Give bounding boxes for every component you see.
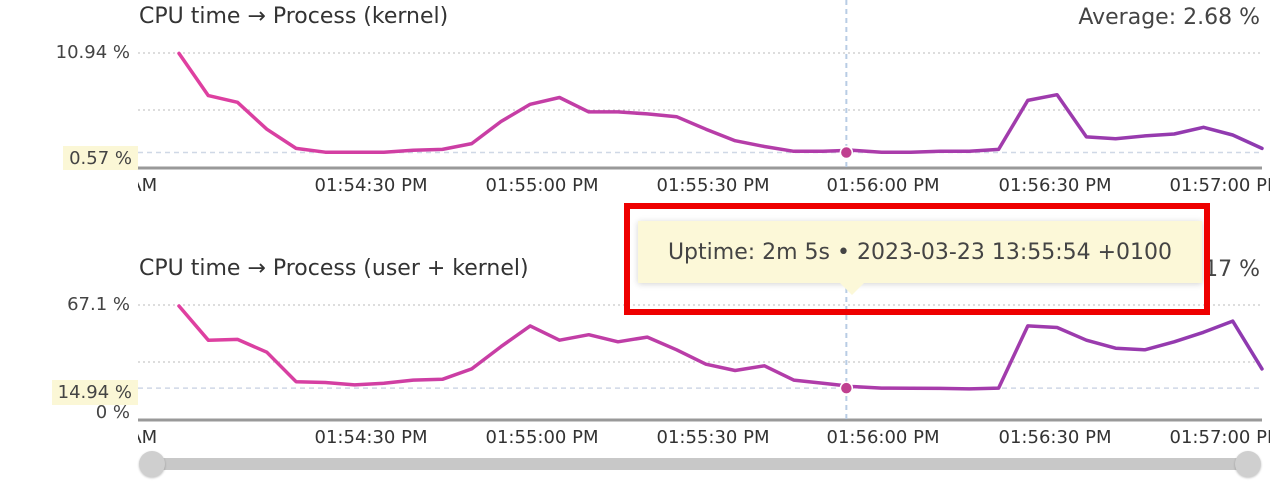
x-tick-label: 01:57:00 PM [1169, 427, 1270, 448]
y-tick-label-max: 67.1 % [67, 294, 130, 315]
line-plot[interactable] [0, 252, 1270, 452]
x-tick-label: 01:55:00 PM [485, 175, 599, 196]
axis-clip-mask [0, 422, 138, 452]
x-tick-label: 01:56:30 PM [998, 427, 1112, 448]
tooltip-text: Uptime: 2m 5s • 2023-03-23 13:55:54 +010… [667, 239, 1173, 265]
line-plot[interactable] [0, 0, 1270, 210]
cursor-marker [839, 381, 854, 395]
chart-panel-user-kernel: CPU time → Process (user + kernel) Avera… [0, 252, 1270, 452]
hover-tooltip: Uptime: 2m 5s • 2023-03-23 13:55:54 +010… [638, 221, 1202, 295]
chart-title: CPU time → Process (kernel) [139, 4, 449, 29]
axis-clip-mask [0, 170, 138, 200]
x-tick-label: 01:55:30 PM [656, 427, 770, 448]
x-tick-label: 01:57:00 PM [1169, 175, 1270, 196]
x-tick-label: 01:56:00 PM [826, 427, 940, 448]
chart-title: CPU time → Process (user + kernel) [139, 256, 529, 281]
y-tick-label-zero: 0 % [95, 402, 130, 423]
chart-panel-kernel: CPU time → Process (kernel) Average: 2.6… [0, 0, 1270, 210]
y-tick-label-cursor: 14.94 % [51, 380, 138, 405]
x-tick-label: 01:54:30 PM [314, 175, 428, 196]
series-line [177, 51, 1264, 154]
chart-average: Average: 2.68 % [1078, 5, 1260, 30]
y-tick-label-cursor: 0.57 % [63, 146, 138, 171]
range-slider-track[interactable] [152, 458, 1248, 470]
series-line [177, 304, 1264, 391]
range-slider-start-handle[interactable] [139, 451, 165, 477]
cursor-marker [839, 145, 854, 160]
x-tick-label: 01:56:30 PM [998, 175, 1112, 196]
x-tick-label: 01:54:30 PM [314, 427, 428, 448]
x-tick-label: 01:56:00 PM [826, 175, 940, 196]
x-tick-label: 01:55:30 PM [656, 175, 770, 196]
x-tick-label: 01:55:00 PM [485, 427, 599, 448]
y-tick-label-max: 10.94 % [55, 42, 130, 63]
range-slider-end-handle[interactable] [1235, 451, 1261, 477]
